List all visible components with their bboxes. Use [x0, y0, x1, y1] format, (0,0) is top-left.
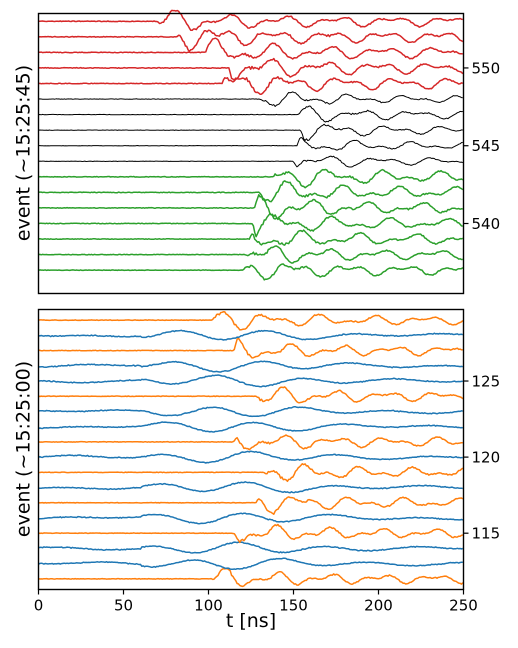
top-trace-event-548 — [38, 91, 463, 107]
bottom-trace-event-126 — [38, 360, 463, 373]
top-traces — [38, 9, 464, 281]
top-trace-event-542 — [38, 180, 464, 203]
bottom-trace-event-117 — [38, 496, 464, 515]
bottom-trace-event-124 — [38, 386, 464, 404]
top-trace-event-550 — [38, 57, 464, 81]
top-trace-event-544 — [38, 155, 463, 168]
bottom-trace-event-123 — [38, 405, 464, 418]
top-trace-event-543 — [38, 168, 464, 189]
top-right-tick-label: 545 — [472, 137, 501, 155]
bottom-trace-event-122 — [38, 421, 463, 433]
bottom-trace-event-127 — [38, 337, 463, 359]
bottom-trace-event-129 — [38, 310, 464, 331]
top-trace-event-553 — [38, 9, 463, 32]
top-trace-event-547 — [38, 105, 463, 123]
bottom-right-tick-label: 125 — [472, 373, 501, 391]
top-trace-event-541 — [38, 194, 463, 220]
bottom-panel: 115 120 125 0 50 100 150 200 250 event (~15:25:… — [13, 308, 501, 632]
top-trace-event-552 — [38, 29, 464, 53]
top-trace-event-545 — [38, 137, 463, 151]
top-trace-event-551 — [38, 37, 463, 60]
top-ylabel: event (~15:25:45) — [13, 65, 35, 241]
top-right-ticks: 540 545 550 — [463, 59, 501, 233]
bottom-right-tick-label: 115 — [472, 525, 501, 543]
bottom-trace-event-116 — [38, 512, 464, 525]
bottom-right-tick-label: 120 — [472, 449, 501, 467]
bottom-trace-event-125 — [38, 374, 463, 388]
bottom-trace-event-115 — [38, 523, 464, 544]
bottom-trace-event-120 — [38, 450, 463, 464]
bottom-right-ticks: 115 120 125 — [463, 373, 501, 543]
top-trace-event-546 — [38, 123, 463, 141]
bottom-trace-event-112 — [38, 567, 464, 588]
bottom-traces — [38, 310, 464, 588]
x-axis-label: t [ns] — [226, 610, 276, 632]
x-tick-label: 150 — [279, 597, 308, 615]
x-tick-label: 100 — [194, 597, 223, 615]
bottom-trace-event-114 — [38, 541, 464, 554]
bottom-x-ticks: 0 50 100 150 200 250 — [34, 589, 478, 615]
top-panel: 540 545 550 event (~15:25:45) — [13, 9, 501, 295]
bottom-trace-event-113 — [38, 557, 463, 571]
bottom-trace-event-119 — [38, 463, 464, 483]
bottom-panel-frame — [37, 308, 465, 591]
top-trace-event-538 — [38, 245, 463, 264]
top-trace-event-539 — [38, 229, 464, 246]
top-right-tick-label: 540 — [472, 215, 501, 233]
bottom-trace-event-121 — [38, 434, 463, 451]
x-tick-label: 200 — [364, 597, 393, 615]
top-trace-event-537 — [38, 263, 464, 281]
bottom-ylabel: event (~15:25:00) — [13, 361, 35, 537]
x-tick-label: 0 — [34, 597, 44, 615]
x-tick-label: 250 — [449, 597, 478, 615]
top-trace-event-540 — [38, 213, 463, 238]
bottom-trace-event-118 — [38, 481, 463, 494]
top-panel-frame — [37, 12, 465, 295]
bottom-trace-event-128 — [38, 329, 464, 341]
top-trace-event-549 — [38, 76, 464, 96]
top-right-tick-label: 550 — [472, 59, 501, 77]
x-tick-label: 50 — [114, 597, 133, 615]
